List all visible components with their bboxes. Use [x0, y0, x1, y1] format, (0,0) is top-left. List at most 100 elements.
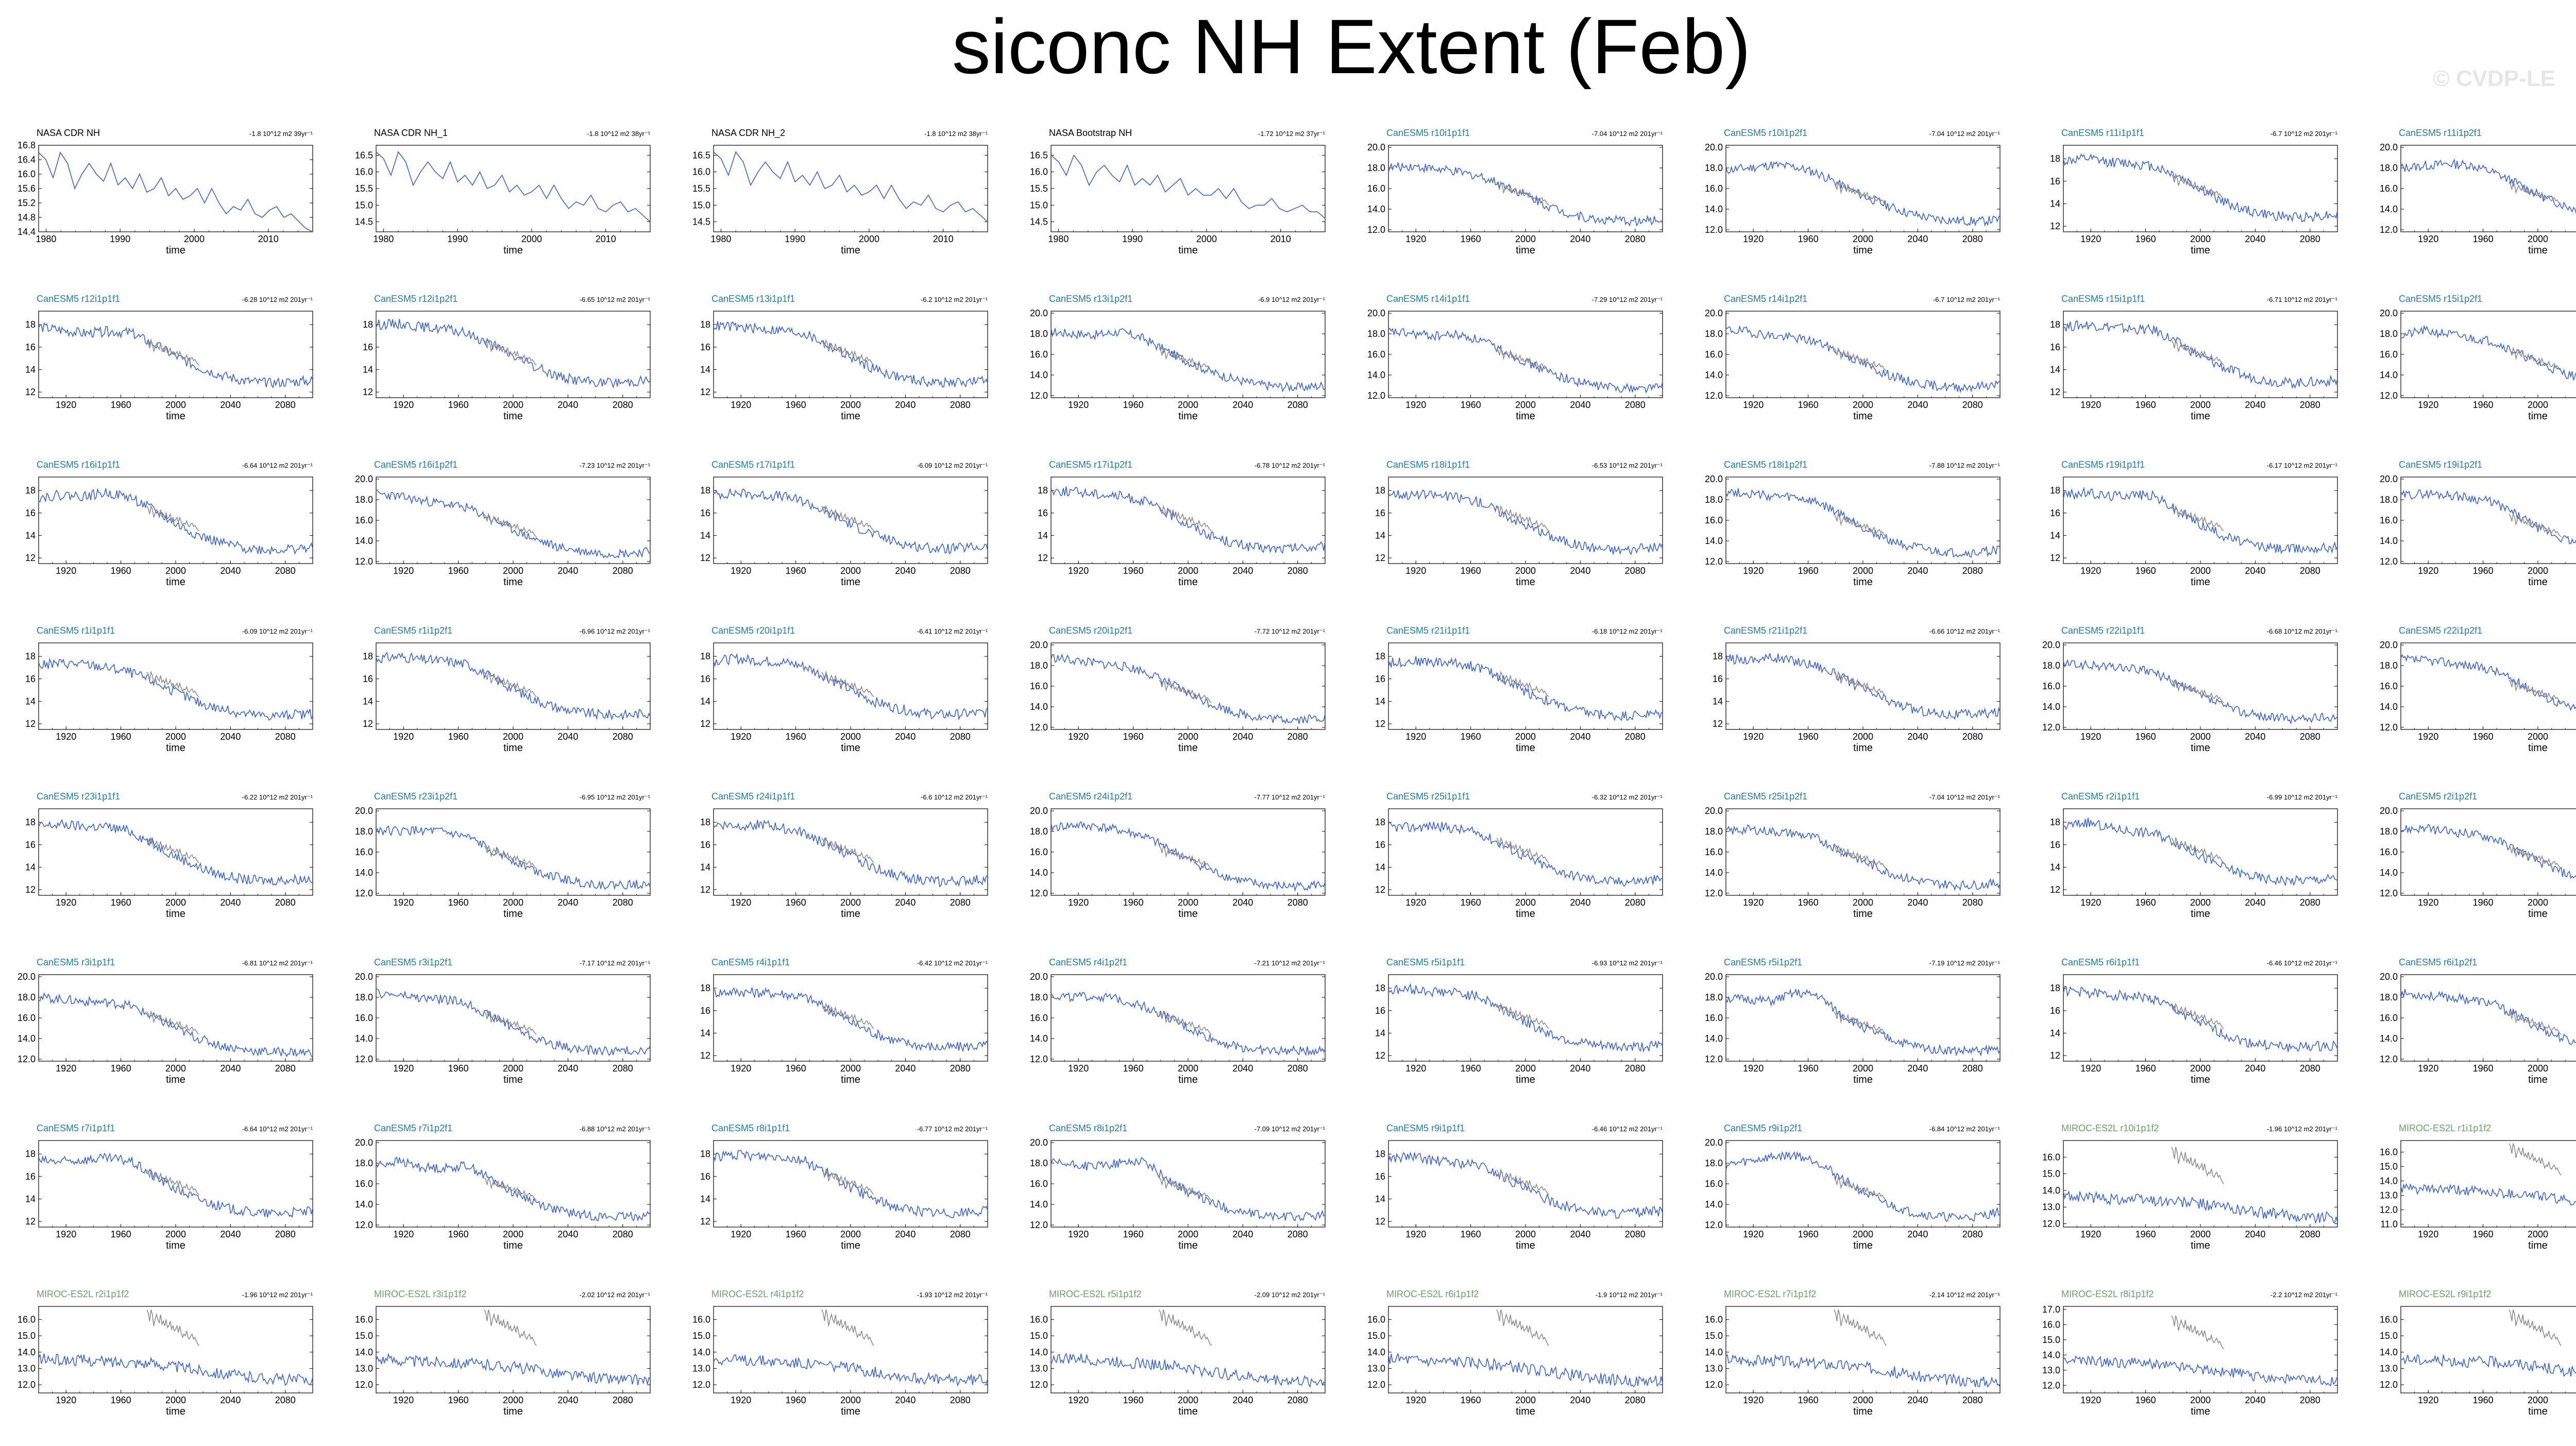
x-tick-label: 1920 — [1405, 1229, 1426, 1239]
panel-title: NASA CDR NH_2 — [711, 128, 785, 139]
chart-panel: CanESM5 r19i1p1f1 -6.17 10^12 m2 201yr⁻¹ 1… — [2050, 460, 2338, 588]
x-tick-label: 2080 — [1625, 1063, 1646, 1074]
y-tick-label: 14.0 — [2380, 1176, 2398, 1186]
x-axis-label: time — [2528, 1406, 2548, 1417]
panel-title: CanESM5 r7i1p1f1 — [37, 1123, 115, 1133]
x-axis-label: time — [841, 1074, 860, 1085]
x-tick-label: 2080 — [2300, 1395, 2320, 1405]
y-tick-label: 12 — [2050, 553, 2060, 563]
x-tick-label: 1920 — [1405, 234, 1426, 244]
x-tick-label: 2040 — [1907, 731, 1928, 742]
x-axis-label: time — [166, 576, 185, 588]
x-tick-label: 1920 — [2080, 897, 2101, 908]
y-tick-label: 18 — [25, 817, 36, 827]
x-tick-label: 2080 — [275, 1063, 296, 1074]
y-tick-label: 16.0 — [1705, 1314, 1723, 1324]
x-axis-label: time — [1178, 1240, 1198, 1251]
x-tick-label: 2040 — [1907, 234, 1928, 244]
y-tick-label: 16.0 — [18, 1314, 36, 1324]
x-tick-label: 2040 — [895, 1395, 916, 1405]
x-tick-label: 2080 — [613, 897, 633, 908]
panel-title: NASA CDR NH_1 — [374, 128, 448, 139]
x-tick-label: 2000 — [2528, 400, 2548, 410]
trend-label: -7.09 10^12 m2 201yr⁻¹ — [1255, 1125, 1326, 1133]
x-tick-label: 2000 — [1178, 1229, 1198, 1239]
plot-frame — [376, 974, 651, 1062]
trend-label: -1.8 10^12 m2 38yr⁻¹ — [587, 130, 650, 138]
x-tick-label: 2000 — [840, 400, 861, 410]
y-tick-label: 18.0 — [355, 992, 373, 1002]
x-tick-label: 1960 — [1123, 1395, 1144, 1405]
chart-panel: CanESM5 r9i1p2f1 -6.84 10^12 m2 201yr⁻¹ 19… — [1705, 1123, 2001, 1251]
x-tick-label: 2080 — [2300, 234, 2320, 244]
series-line — [1725, 325, 2001, 394]
x-tick-label: 2040 — [220, 1063, 241, 1074]
x-axis-label: time — [1853, 1240, 1873, 1251]
x-tick-label: 1980 — [1048, 234, 1069, 244]
plot-frame — [2400, 808, 2576, 896]
panel-title: CanESM5 r9i1p1f1 — [1386, 1123, 1465, 1133]
y-tick-label: 18.0 — [1030, 329, 1048, 339]
y-tick-label: 20.0 — [2042, 640, 2060, 650]
y-tick-label: 14.0 — [1705, 204, 1723, 214]
x-tick-label: 2080 — [2300, 1229, 2320, 1239]
plot-frame — [2063, 1306, 2338, 1393]
x-tick-label: 2080 — [1962, 1063, 1983, 1074]
series-line — [713, 987, 988, 1052]
x-tick-label: 2040 — [895, 731, 916, 742]
trend-label: -6.64 10^12 m2 201yr⁻¹ — [242, 1125, 313, 1133]
series-line — [38, 819, 313, 886]
y-tick-label: 13.0 — [1030, 1363, 1048, 1373]
y-tick-label: 18 — [1375, 1149, 1385, 1159]
x-tick-label: 2000 — [840, 1063, 861, 1074]
observed-overlay-line — [2171, 836, 2224, 863]
chart-panel: CanESM5 r16i1p1f1 -6.64 10^12 m2 201yr⁻¹ 1… — [25, 460, 313, 588]
x-tick-label: 1920 — [1068, 731, 1089, 742]
x-tick-label: 1920 — [731, 1063, 751, 1074]
y-tick-label: 13.0 — [2380, 1363, 2398, 1373]
x-axis-label: time — [166, 411, 185, 422]
y-tick-label: 12 — [700, 719, 710, 729]
y-tick-label: 14 — [25, 1194, 36, 1204]
y-tick-label: 16.0 — [18, 169, 36, 179]
chart-panel: MIROC-ES2L r3i1p1f2 -2.02 10^12 m2 201yr⁻… — [355, 1289, 651, 1417]
x-tick-label: 1990 — [785, 234, 805, 244]
y-tick-label: 20.0 — [355, 474, 373, 484]
chart-panel: CanESM5 r12i1p2f1 -6.65 10^12 m2 201yr⁻¹ 1… — [363, 294, 651, 422]
trend-label: -6.65 10^12 m2 201yr⁻¹ — [580, 296, 651, 303]
x-tick-label: 2040 — [2245, 1229, 2265, 1239]
y-tick-label: 14.0 — [692, 1347, 710, 1357]
x-tick-label: 2080 — [950, 566, 971, 576]
trend-label: -7.23 10^12 m2 201yr⁻¹ — [580, 462, 651, 469]
y-tick-label: 15.0 — [1030, 200, 1048, 210]
x-tick-label: 2040 — [895, 566, 916, 576]
y-tick-label: 18.0 — [1030, 1158, 1048, 1168]
series-line — [2063, 486, 2338, 554]
x-axis-label: time — [1516, 411, 1535, 422]
panel-title: CanESM5 r17i1p2f1 — [1049, 460, 1132, 470]
y-tick-label: 18.0 — [355, 495, 373, 505]
x-tick-label: 1920 — [1068, 897, 1089, 908]
series-line — [1388, 328, 1663, 394]
x-tick-label: 1960 — [1461, 234, 1481, 244]
x-tick-label: 1920 — [56, 897, 76, 908]
y-tick-label: 16 — [1713, 674, 1723, 684]
series-line — [376, 988, 651, 1056]
x-axis-label: time — [1178, 245, 1198, 256]
observed-overlay-line — [484, 844, 537, 869]
trend-label: -2.2 10^12 m2 201yr⁻¹ — [2270, 1291, 2338, 1299]
trend-label: -7.88 10^12 m2 201yr⁻¹ — [1929, 462, 2001, 469]
chart-panel: CanESM5 r15i1p1f1 -6.71 10^12 m2 201yr⁻¹ 1… — [2050, 294, 2338, 422]
chart-panel: CanESM5 r11i1p1f1 -6.7 10^12 m2 201yr⁻¹ 19… — [2050, 128, 2338, 256]
y-tick-label: 15.0 — [1367, 1331, 1385, 1341]
chart-panel: CanESM5 r13i1p1f1 -6.2 10^12 m2 201yr⁻¹ 19… — [700, 294, 988, 422]
x-tick-label: 2080 — [1962, 897, 1983, 908]
y-tick-label: 12 — [700, 1216, 710, 1227]
x-tick-label: 2080 — [1962, 234, 1983, 244]
y-tick-label: 16.0 — [2380, 681, 2398, 691]
y-tick-label: 12 — [1375, 884, 1385, 895]
x-tick-label: 1960 — [111, 1063, 131, 1074]
observed-overlay-line — [1159, 504, 1212, 532]
y-tick-label: 18 — [700, 983, 710, 993]
observed-overlay-line — [484, 670, 537, 698]
